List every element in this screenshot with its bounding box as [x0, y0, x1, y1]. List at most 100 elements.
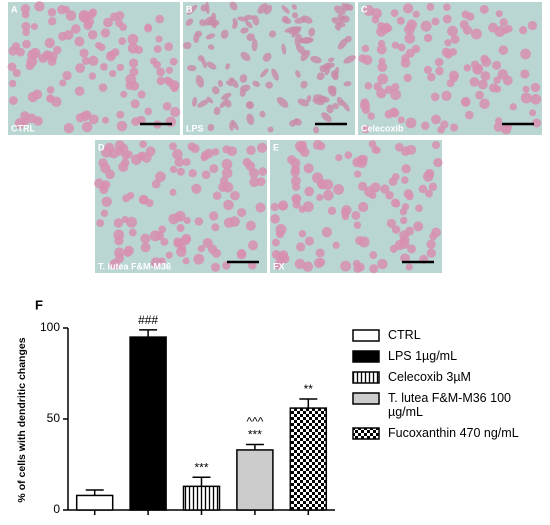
cell: [195, 75, 205, 88]
cell: [165, 66, 173, 74]
cell: [426, 248, 436, 258]
cell: [391, 225, 401, 234]
cell: [258, 167, 268, 176]
cell: [206, 61, 217, 70]
cell: [371, 8, 382, 19]
cell: [239, 89, 246, 97]
legend-item: CTRL: [352, 328, 548, 342]
cell: [58, 31, 68, 41]
cell: [176, 167, 185, 176]
cell: [337, 22, 346, 28]
cell: [143, 24, 153, 33]
cells: [358, 3, 542, 135]
cell: [156, 67, 165, 77]
cell: [212, 86, 220, 95]
cell: [493, 85, 502, 93]
cell: [294, 33, 303, 47]
cell: [479, 4, 489, 14]
cell: [443, 3, 451, 12]
cell: [344, 151, 353, 159]
legend-item: LPS 1µg/mL: [352, 349, 548, 363]
cell: [332, 66, 340, 80]
cell: [237, 208, 247, 218]
cell: [332, 241, 340, 249]
cell: [186, 4, 198, 15]
cell: [300, 49, 311, 62]
cell: [96, 219, 105, 228]
cell: [385, 190, 394, 200]
cell: [390, 9, 399, 18]
cell: [351, 210, 361, 220]
cell: [355, 236, 365, 245]
cell: [222, 261, 231, 270]
legend-swatch: [352, 392, 380, 405]
cell: [8, 79, 17, 88]
cell: [369, 264, 379, 274]
cells: [183, 1, 356, 134]
cell: [281, 15, 289, 23]
cell: [291, 182, 301, 192]
cell: [150, 57, 158, 65]
legend: CTRL LPS 1µg/mL Celecoxib 3µM T. lutea F&M-…: [352, 328, 548, 447]
cell: [304, 186, 314, 197]
cell: [156, 76, 166, 86]
cell: [306, 95, 312, 103]
bar: [289, 407, 328, 511]
cell: [498, 45, 509, 55]
cell: [30, 23, 38, 31]
cell: [257, 3, 269, 14]
cell: [298, 230, 307, 238]
cell: [400, 176, 409, 184]
cell: [281, 5, 290, 14]
cell: [358, 54, 367, 63]
cell: [447, 25, 458, 37]
cell: [341, 205, 352, 216]
cell: [317, 142, 326, 151]
cell: [461, 98, 470, 107]
cell: [291, 164, 300, 174]
cell: [426, 239, 436, 249]
cell: [299, 140, 307, 148]
cell: [300, 80, 308, 89]
cell: [185, 18, 194, 26]
cell: [304, 236, 314, 246]
cell: [127, 33, 139, 45]
legend-swatch: [352, 371, 380, 384]
cell: [195, 30, 203, 37]
cell: [313, 94, 327, 103]
cell: [21, 117, 30, 126]
cell: [122, 194, 131, 203]
cell: [211, 223, 220, 232]
cell: [403, 73, 412, 83]
cell: [291, 193, 302, 204]
cell: [81, 56, 90, 65]
cell: [144, 107, 153, 116]
cell: [392, 199, 401, 208]
cell: [424, 189, 433, 198]
cell: [74, 86, 85, 96]
cell: [70, 24, 81, 34]
cell: [27, 91, 39, 103]
cell: [429, 232, 438, 241]
cell: [262, 52, 272, 62]
cell: [499, 18, 508, 27]
cell: [119, 23, 127, 31]
panel-letter: D: [98, 142, 105, 152]
cell: [308, 27, 316, 37]
cell: [33, 116, 43, 126]
cell: [303, 163, 314, 174]
cell: [221, 92, 232, 100]
cell: [442, 14, 452, 24]
cell: [316, 72, 325, 81]
legend-swatch: [352, 427, 380, 440]
cell: [475, 90, 484, 100]
cell: [8, 96, 18, 105]
cell: [441, 90, 452, 101]
cell: [294, 258, 306, 270]
cell: [160, 237, 169, 246]
cell: [22, 39, 31, 49]
cell: [165, 251, 173, 259]
cell: [207, 123, 215, 132]
cells: [270, 139, 443, 274]
